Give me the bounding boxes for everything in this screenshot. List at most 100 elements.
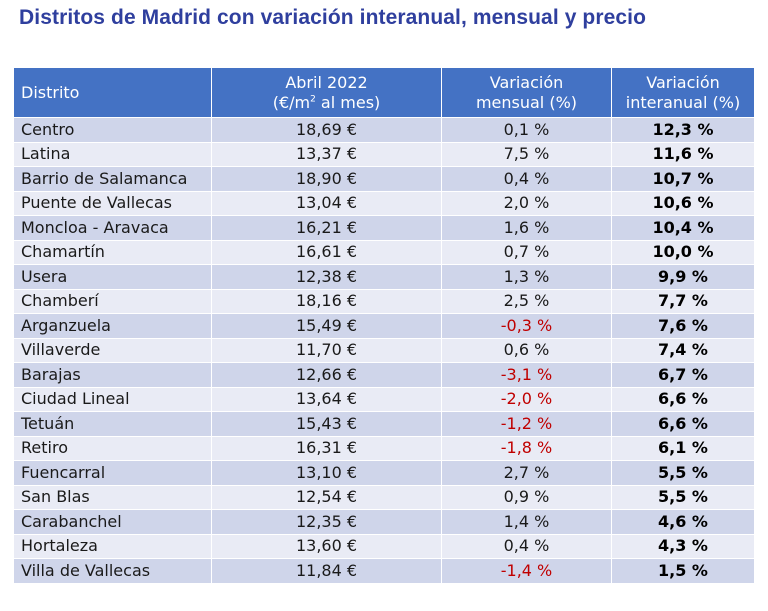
yearly-variation-cell: 12,3 % [611,117,755,143]
header-price-line1: Abril 2022 [285,72,368,92]
monthly-variation-cell: -2,0 % [441,386,612,412]
header-monthly: Variación mensual (%) [441,67,612,118]
header-price-unit-prefix: (€/m [272,92,311,112]
price-cell: 13,10 € [211,460,442,486]
district-cell: Villaverde [13,337,212,363]
district-cell: Arganzuela [13,313,212,339]
price-cell: 11,70 € [211,337,442,363]
price-cell: 13,37 € [211,141,442,167]
price-cell: 18,90 € [211,166,442,192]
yearly-variation-cell: 5,5 % [611,484,755,510]
yearly-variation-cell: 1,5 % [611,558,755,584]
price-cell: 12,35 € [211,509,442,535]
yearly-variation-cell: 6,7 % [611,362,755,388]
monthly-variation-cell: 0,9 % [441,484,612,510]
monthly-variation-cell: 0,7 % [441,239,612,265]
header-monthly-line2: mensual (%) [475,92,578,112]
yearly-variation-cell: 10,0 % [611,239,755,265]
price-cell: 18,69 € [211,117,442,143]
price-cell: 12,66 € [211,362,442,388]
yearly-variation-cell: 5,5 % [611,460,755,486]
table-row: Ciudad Lineal 13,64 € -2,0 % 6,6 % [13,386,755,412]
price-cell: 15,43 € [211,411,442,437]
yearly-variation-cell: 4,6 % [611,509,755,535]
table-body: Centro 18,69 €0,1 % 12,3 % Latina 13,37 €7,5… [13,117,755,584]
yearly-variation-cell: 6,1 % [611,435,755,461]
table-row: San Blas 12,54 €0,9 % 5,5 % [13,484,755,510]
yearly-variation-cell: 6,6 % [611,386,755,412]
price-cell: 12,38 € [211,264,442,290]
yearly-variation-cell: 11,6 % [611,141,755,167]
district-cell: Barajas [13,362,212,388]
header-price: Abril 2022 (€/m2 al mes) [211,67,442,118]
yearly-variation-cell: 10,7 % [611,166,755,192]
header-yearly-line2: interanual (%) [625,92,741,112]
price-cell: 18,16 € [211,288,442,314]
monthly-variation-cell: -1,2 % [441,411,612,437]
price-cell: 15,49 € [211,313,442,339]
header-price-line2: (€/m2 al mes) [273,93,381,112]
district-cell: Hortaleza [13,533,212,559]
table-row: Chamartín 16,61 €0,7 % 10,0 % [13,239,755,265]
price-cell: 11,84 € [211,558,442,584]
monthly-variation-cell: -1,4 % [441,558,612,584]
table-row: Chamberí 18,16 €2,5 % 7,7 % [13,288,755,314]
district-cell: Centro [13,117,212,143]
header-yearly: Variación interanual (%) [611,67,755,118]
yearly-variation-cell: 10,4 % [611,215,755,241]
table-row: Moncloa - Aravaca 16,21 €1,6 % 10,4 % [13,215,755,241]
district-cell: Chamartín [13,239,212,265]
table-row: Latina 13,37 €7,5 % 11,6 % [13,141,755,167]
price-cell: 16,61 € [211,239,442,265]
monthly-variation-cell: 1,6 % [441,215,612,241]
district-cell: Fuencarral [13,460,212,486]
district-cell: Puente de Vallecas [13,190,212,216]
table-row: Hortaleza 13,60 €0,4 % 4,3 % [13,533,755,559]
table-header-row: Distrito Abril 2022 (€/m2 al mes) Variac… [13,67,755,118]
district-cell: Moncloa - Aravaca [13,215,212,241]
monthly-variation-cell: 0,4 % [441,533,612,559]
header-district-label: Distrito [21,82,80,102]
monthly-variation-cell: 0,4 % [441,166,612,192]
yearly-variation-cell: 7,7 % [611,288,755,314]
header-district: Distrito [13,67,212,118]
table-row: Puente de Vallecas 13,04 €2,0 % 10,6 % [13,190,755,216]
district-cell: Villa de Vallecas [13,558,212,584]
table-row: Retiro 16,31 € -1,8 % 6,1 % [13,435,755,461]
table-row: Barajas 12,66 € -3,1 % 6,7 % [13,362,755,388]
monthly-variation-cell: -1,8 % [441,435,612,461]
district-cell: Chamberí [13,288,212,314]
table-row: Tetuán 15,43 € -1,2 % 6,6 % [13,411,755,437]
price-cell: 16,31 € [211,435,442,461]
table-row: Villa de Vallecas 11,84 € -1,4 % 1,5 % [13,558,755,584]
monthly-variation-cell: -3,1 % [441,362,612,388]
price-cell: 13,64 € [211,386,442,412]
price-cell: 13,04 € [211,190,442,216]
monthly-variation-cell: 2,7 % [441,460,612,486]
table-row: Usera 12,38 €1,3 % 9,9 % [13,264,755,290]
district-cell: Ciudad Lineal [13,386,212,412]
monthly-variation-cell: 0,1 % [441,117,612,143]
header-yearly-line1: Variación [646,72,720,92]
district-cell: Tetuán [13,411,212,437]
monthly-variation-cell: 2,0 % [441,190,612,216]
table-row: Carabanchel 12,35 €1,4 % 4,6 % [13,509,755,535]
monthly-variation-cell: 0,6 % [441,337,612,363]
yearly-variation-cell: 10,6 % [611,190,755,216]
monthly-variation-cell: -0,3 % [441,313,612,339]
table-row: Villaverde 11,70 €0,6 % 7,4 % [13,337,755,363]
header-price-unit-suffix: al mes) [315,92,381,112]
table-row: Arganzuela 15,49 € -0,3 % 7,6 % [13,313,755,339]
yearly-variation-cell: 7,4 % [611,337,755,363]
table-row: Barrio de Salamanca 18,90 €0,4 % 10,7 % [13,166,755,192]
price-cell: 13,60 € [211,533,442,559]
district-cell: Carabanchel [13,509,212,535]
monthly-variation-cell: 7,5 % [441,141,612,167]
yearly-variation-cell: 9,9 % [611,264,755,290]
yearly-variation-cell: 7,6 % [611,313,755,339]
district-cell: Retiro [13,435,212,461]
price-cell: 16,21 € [211,215,442,241]
price-cell: 12,54 € [211,484,442,510]
yearly-variation-cell: 6,6 % [611,411,755,437]
monthly-variation-cell: 2,5 % [441,288,612,314]
